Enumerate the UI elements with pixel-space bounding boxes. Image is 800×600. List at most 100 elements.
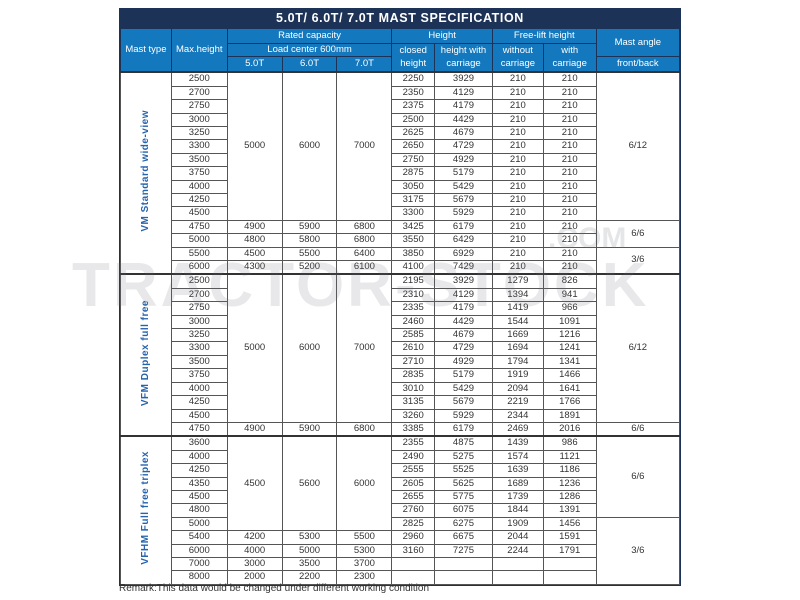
with-carriage-cell: 826 — [542, 273, 597, 289]
height-with-carriage-cell: 4429 — [434, 112, 493, 127]
capacity-5t-cell: 5000 — [226, 71, 283, 221]
capacity-7t-cell: 6000 — [336, 435, 393, 532]
max-height-cell: 5000 — [170, 233, 228, 248]
max-height-cell: 8000 — [170, 570, 228, 585]
max-height-cell: 3250 — [170, 125, 228, 141]
table-row: 7000 3000 3500 3700 — [121, 556, 680, 572]
table-row: 2700 2310 4129 1394 941 — [121, 287, 680, 303]
height-with-carriage-cell: 5929 — [434, 206, 493, 221]
table-title: 5.0T/ 6.0T/ 7.0T MAST SPECIFICATION — [120, 9, 680, 28]
capacity-5t-cell: 3000 — [226, 556, 283, 572]
capacity-5t-cell: 4500 — [226, 246, 283, 262]
closed-height-cell: 2375 — [391, 99, 436, 114]
with-carriage-cell — [542, 570, 597, 585]
table-row: 3250 2625 4679 210 210 — [121, 125, 680, 141]
header-rated-capacity: Rated capacity — [226, 28, 393, 44]
capacity-5t-cell: 5000 — [226, 273, 283, 423]
mast-angle-cell: 6/6 — [595, 219, 681, 248]
with-carriage-cell: 1341 — [542, 354, 597, 370]
capacity-6t-cell: 6000 — [281, 71, 338, 221]
max-height-cell: 3300 — [170, 341, 228, 356]
height-with-carriage-cell: 3929 — [434, 71, 493, 87]
height-with-carriage-cell: 7275 — [434, 543, 493, 558]
height-with-carriage-cell: 5179 — [434, 368, 493, 383]
closed-height-cell: 2335 — [391, 301, 436, 316]
height-with-carriage-cell: 4729 — [434, 341, 493, 356]
table-row: VM Standard wide-view 2500 5000 6000 7000 225… — [120, 71, 681, 275]
without-carriage-cell: 210 — [491, 219, 544, 235]
max-height-cell: 3300 — [170, 139, 228, 154]
without-carriage-cell: 210 — [491, 192, 544, 208]
max-height-cell: 5400 — [170, 530, 228, 545]
height-with-carriage-cell: 6929 — [434, 246, 493, 262]
closed-height-cell: 3260 — [391, 408, 436, 423]
max-height-cell: 4000 — [170, 449, 228, 465]
without-carriage-cell: 210 — [491, 85, 544, 101]
without-carriage-cell: 1739 — [491, 489, 544, 505]
closed-height-cell: 2650 — [391, 139, 436, 154]
height-with-carriage-cell: 7429 — [434, 260, 493, 275]
max-height-cell: 4500 — [170, 206, 228, 221]
with-carriage-cell: 210 — [542, 192, 597, 208]
with-carriage-cell: 1641 — [542, 381, 597, 397]
without-carriage-cell: 2344 — [491, 408, 544, 423]
without-carriage-cell: 1919 — [491, 368, 544, 383]
capacity-6t-cell: 3500 — [281, 556, 338, 572]
max-height-cell: 3500 — [170, 354, 228, 370]
table-row: 5000 2825 6275 1909 1456 3/6 — [121, 516, 681, 585]
height-with-carriage-cell: 5679 — [434, 395, 493, 410]
with-carriage-cell: 1091 — [542, 314, 597, 330]
table-row: VFM Duplex full free 2500 5000 6000 7000 2195… — [120, 273, 681, 437]
table-header: Mast type Max.height Rated capacity Heig… — [120, 27, 681, 73]
max-height-cell: 3250 — [170, 328, 228, 343]
header-without-carriage: without carriage — [491, 43, 544, 73]
without-carriage-cell: 1419 — [491, 301, 544, 316]
with-carriage-cell: 1286 — [542, 489, 597, 505]
table-row: 3500 2710 4929 1794 1341 — [121, 354, 680, 370]
closed-height-cell: 2350 — [391, 85, 436, 101]
height-with-carriage-cell: 4679 — [434, 125, 493, 141]
height-with-carriage-cell: 4429 — [434, 314, 493, 330]
closed-height-cell: 3135 — [391, 395, 436, 410]
without-carriage-cell: 2244 — [491, 543, 544, 558]
table-row: 4000 3010 5429 2094 1641 — [121, 381, 680, 397]
without-carriage-cell: 1574 — [491, 449, 544, 465]
table-row: 4750 4900 5900 6800 3425 6179 210 210 6/6 — [121, 219, 681, 248]
mast-angle-cell: 6/6 — [595, 435, 681, 518]
without-carriage-cell: 1544 — [491, 314, 544, 330]
without-carriage-cell — [491, 556, 544, 572]
max-height-cell: 6000 — [170, 543, 228, 558]
table-row: 6000 4300 5200 6100 4100 7429 210 210 — [121, 260, 680, 275]
closed-height-cell: 2760 — [391, 503, 436, 518]
without-carriage-cell: 210 — [491, 152, 544, 168]
max-height-cell: 3000 — [170, 314, 228, 330]
with-carriage-cell: 210 — [542, 166, 597, 181]
capacity-7t-cell: 5300 — [336, 543, 393, 558]
closed-height-cell — [391, 570, 436, 585]
closed-height-cell: 2490 — [391, 449, 436, 465]
max-height-cell: 4250 — [170, 192, 228, 208]
capacity-7t-cell: 6400 — [336, 246, 393, 262]
height-with-carriage-cell: 4179 — [434, 301, 493, 316]
with-carriage-cell — [542, 556, 597, 572]
capacity-5t-cell: 4500 — [226, 435, 283, 532]
table-row: 4000 3050 5429 210 210 — [121, 179, 680, 195]
capacity-7t-cell: 7000 — [336, 273, 393, 423]
table-row: 4000 2490 5275 1574 1121 — [121, 449, 680, 465]
without-carriage-cell: 2469 — [491, 421, 544, 437]
table-row: 5400 4200 5300 5500 2960 6675 2044 1591 — [121, 530, 680, 545]
closed-height-cell: 2605 — [391, 476, 436, 491]
height-with-carriage-cell: 4129 — [434, 287, 493, 303]
capacity-7t-cell: 6800 — [336, 421, 393, 437]
closed-height-cell: 2555 — [391, 463, 436, 478]
with-carriage-cell: 1241 — [542, 341, 597, 356]
without-carriage-cell: 210 — [491, 139, 544, 154]
capacity-5t-cell: 4900 — [226, 421, 283, 437]
height-with-carriage-cell — [434, 556, 493, 572]
height-with-carriage-cell: 4929 — [434, 152, 493, 168]
capacity-6t-cell: 5300 — [281, 530, 338, 545]
table-row: 4750 4900 5900 6800 3385 6179 2469 2016 6/6 — [121, 421, 681, 437]
height-with-carriage-cell: 4679 — [434, 328, 493, 343]
closed-height-cell: 3175 — [391, 192, 436, 208]
closed-height-cell: 4100 — [391, 260, 436, 275]
